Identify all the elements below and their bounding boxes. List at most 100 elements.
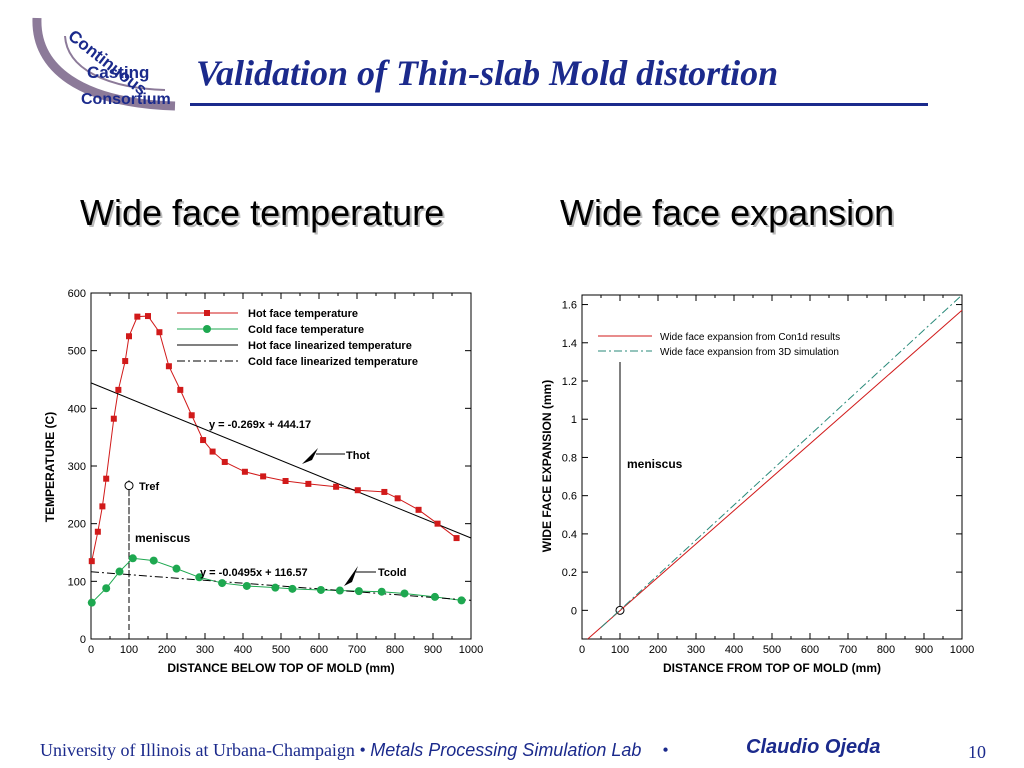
cold-data-point <box>172 564 181 573</box>
cold-data-point <box>128 554 137 563</box>
y-tick-label: 0.2 <box>562 567 577 579</box>
thot-label: Thot <box>346 450 370 462</box>
hot-data-point <box>354 487 361 494</box>
y-tick-label: 0.4 <box>562 529 577 541</box>
y-tick-label: 1 <box>571 414 577 426</box>
meniscus-label-left: meniscus <box>135 531 191 545</box>
y-axis-title-left: TEMPERATURE (C) <box>43 412 57 522</box>
hot-data-point <box>209 448 216 455</box>
footer-line: University of Illinois at Urbana-Champai… <box>40 740 669 761</box>
x-tick-label: 1000 <box>459 644 483 656</box>
x-tick-label: 200 <box>649 644 667 656</box>
cold-data-point <box>335 586 344 595</box>
hot-data-point <box>110 415 117 422</box>
x-axis-title-left: DISTANCE BELOW TOP OF MOLD (mm) <box>167 661 394 675</box>
x-tick-label: 1000 <box>950 644 974 656</box>
logo-word-3: Consortium <box>81 91 171 108</box>
series-line <box>90 382 472 539</box>
hot-data-point <box>122 358 129 365</box>
x-tick-label: 300 <box>687 644 705 656</box>
tcold-label: Tcold <box>378 567 407 579</box>
temperature-chart: 0 100 200 300 400 500 600 700 800 900 1000 0 100 200 3… <box>43 288 484 675</box>
hot-data-point <box>99 503 106 510</box>
hot-data-point <box>415 506 422 513</box>
x-tick-label: 700 <box>839 644 857 656</box>
legend-label: Wide face expansion from Con1d results <box>660 332 840 343</box>
cold-data-point <box>87 598 96 607</box>
cold-data-point <box>400 589 409 598</box>
footer-separator-1: • <box>359 740 366 760</box>
page-number: 10 <box>968 742 986 762</box>
cold-data-point <box>430 592 439 601</box>
expansion-chart: 0 100 200 300 400 500 600 700 800 900 1000 0 0.2 0.4 0… <box>540 294 974 675</box>
cold-data-point <box>377 587 386 596</box>
hot-equation-label: y = -0.269x + 444.17 <box>209 419 311 431</box>
expansion-axes: 0 100 200 300 400 500 600 700 800 900 1000 0 0.2 0.4 0… <box>562 294 974 656</box>
series-line <box>600 294 963 628</box>
hot-data-point <box>453 535 460 542</box>
legend-label: Hot face temperature <box>248 308 358 320</box>
x-tick-label: 400 <box>725 644 743 656</box>
hot-data-point <box>126 333 132 340</box>
cold-data-point <box>316 585 325 594</box>
y-tick-label: 1.4 <box>562 338 577 350</box>
cold-data-point <box>242 581 251 590</box>
legend-marker <box>203 325 211 333</box>
y-tick-label: 0 <box>571 605 577 617</box>
x-tick-label: 800 <box>877 644 895 656</box>
y-tick-label: 0.6 <box>562 491 577 503</box>
x-tick-label: 700 <box>348 644 366 656</box>
x-tick-label: 500 <box>763 644 781 656</box>
x-tick-label: 0 <box>88 644 94 656</box>
logo-word-2: Casting <box>87 63 149 82</box>
cold-equation-label: y = -0.0495x + 116.57 <box>200 567 308 579</box>
x-tick-label: 800 <box>386 644 404 656</box>
x-tick-label: 0 <box>579 644 585 656</box>
temperature-axes: 0 100 200 300 400 500 600 700 800 900 1000 0 100 200 3… <box>68 288 484 656</box>
thot-arrowhead <box>302 448 318 464</box>
x-tick-label: 600 <box>310 644 328 656</box>
y-tick-label: 0 <box>80 634 86 646</box>
subtitle-left: Wide face temperature <box>80 192 445 233</box>
hot-data-point <box>165 363 172 370</box>
cold-data-point <box>115 567 124 576</box>
x-axis-title-right: DISTANCE FROM TOP OF MOLD (mm) <box>663 661 881 675</box>
hot-data-point <box>394 495 401 502</box>
cold-data-point <box>195 573 204 582</box>
temperature-legend: Hot face temperature Cold face temperatur… <box>177 308 418 368</box>
y-tick-label: 300 <box>68 461 86 473</box>
hot-data-point <box>200 437 207 444</box>
series-line <box>91 315 457 562</box>
hot-data-point <box>156 329 163 336</box>
y-tick-label: 100 <box>68 576 86 588</box>
slide-title: Validation of Thin-slab Mold distortion <box>196 53 779 93</box>
cold-data-point <box>271 583 280 592</box>
temperature-marks <box>87 313 466 607</box>
legend-label: Cold face linearized temperature <box>248 356 418 368</box>
footer-author: Claudio Ojeda <box>746 736 881 758</box>
tref-marker <box>124 481 134 491</box>
title-underline <box>190 103 928 106</box>
hot-data-point <box>103 475 110 482</box>
hot-data-point <box>305 480 312 487</box>
x-tick-label: 900 <box>424 644 442 656</box>
hot-data-point <box>221 458 228 465</box>
cold-data-point <box>102 584 111 593</box>
legend-label: Wide face expansion from 3D simulation <box>660 347 839 358</box>
expansion-lines <box>587 294 963 640</box>
cold-data-point <box>288 584 297 593</box>
footer-lab: Metals Processing Simulation Lab <box>370 740 642 760</box>
consortium-logo: Continuous Casting Consortium <box>32 17 176 111</box>
hot-data-point <box>115 386 122 393</box>
x-tick-label: 900 <box>915 644 933 656</box>
tref-label: Tref <box>139 481 160 493</box>
y-tick-label: 1.2 <box>562 376 577 388</box>
tcold-arrowhead <box>344 566 358 586</box>
logo-arc-inner <box>64 35 166 91</box>
logo-arc <box>32 17 176 111</box>
x-tick-label: 100 <box>120 644 138 656</box>
hot-data-point <box>134 313 141 320</box>
x-tick-label: 600 <box>801 644 819 656</box>
y-axis-title-right: WIDE FACE EXPANSION (mm) <box>540 380 554 552</box>
hot-data-point <box>88 558 95 565</box>
